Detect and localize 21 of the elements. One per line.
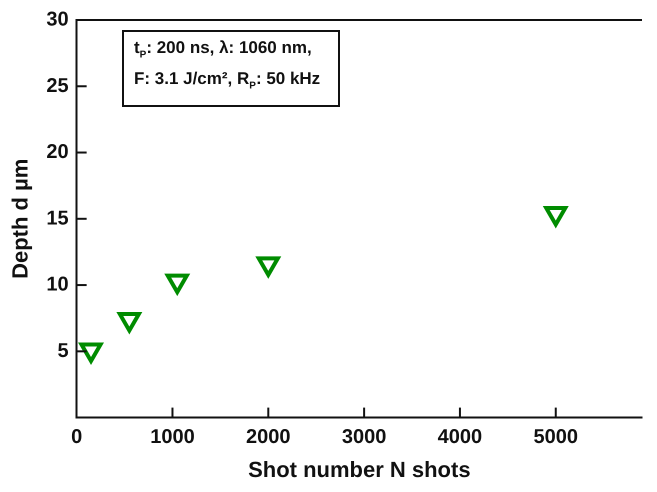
point [79, 342, 103, 364]
annotation: F: 3.1 J/cm², R$_{P}$: 50 kHz [134, 68, 320, 94]
y-axis-title: Depth d µm [7, 158, 32, 279]
x-tick-label: 4000 [438, 426, 482, 448]
y-tick-label: 15 [46, 207, 69, 230]
point [256, 256, 280, 277]
x-tick-label: 1000 [150, 426, 195, 448]
y-tick-label: 20 [46, 141, 69, 164]
y-tick-label: 25 [46, 74, 69, 97]
x-tick-label: 3000 [342, 426, 386, 448]
y-tick-label: 5 [58, 340, 69, 362]
annotation: t$_{P}$: 200 ns, λ: 1060 nm, [134, 37, 313, 62]
y-tick-label: 10 [46, 274, 69, 296]
point [166, 274, 189, 294]
y-tick-label: 30 [46, 8, 69, 31]
x-axis-title: Shot number N shots [248, 456, 471, 482]
x-tick-label: 5000 [534, 426, 578, 448]
point [118, 312, 141, 333]
point [544, 206, 568, 226]
x-tick-label: 0 [71, 426, 82, 448]
x-tick-label: 2000 [246, 426, 291, 448]
